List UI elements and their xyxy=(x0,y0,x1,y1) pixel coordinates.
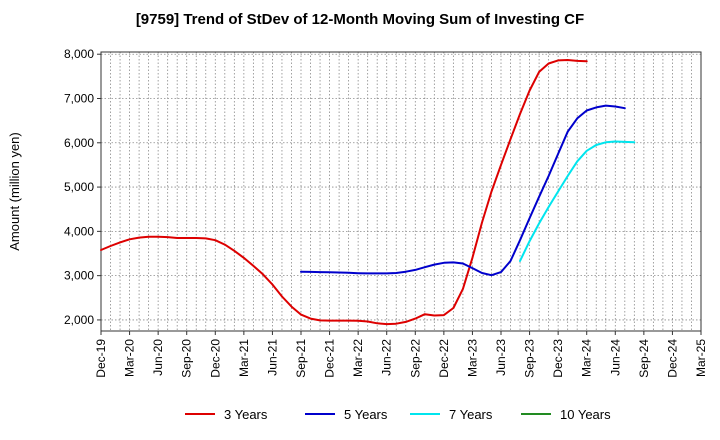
series-line-7-years xyxy=(519,140,636,262)
x-tick-label: Mar-23 xyxy=(465,339,479,377)
y-tick-label: 7,000 xyxy=(64,92,94,106)
series-lines xyxy=(100,59,636,326)
x-tick-label: Sep-20 xyxy=(180,339,194,378)
plot-frame xyxy=(100,51,702,332)
x-tick-label: Mar-24 xyxy=(580,339,594,377)
x-tick-label: Sep-22 xyxy=(408,339,422,378)
y-tick-label: 4,000 xyxy=(64,224,94,238)
x-tick-label: Sep-23 xyxy=(523,339,537,378)
x-tick-label: Sep-24 xyxy=(637,339,651,378)
y-axis-label: Amount (million yen) xyxy=(7,132,22,251)
legend-label: 7 Years xyxy=(449,407,493,422)
x-tick-label: Jun-24 xyxy=(608,339,622,376)
grid xyxy=(101,52,701,331)
x-tick-label: Sep-21 xyxy=(294,339,308,378)
series-line-3-years xyxy=(100,59,588,326)
x-tick-label: Mar-25 xyxy=(694,339,708,377)
x-tick-label: Dec-23 xyxy=(551,339,565,378)
legend: 3 Years 5 Years 7 Years 10 Years xyxy=(185,407,611,422)
x-axis-ticks: Dec-19 Mar-20 Jun-20 Sep-20 Dec-20 Mar-21 Jun-… xyxy=(94,331,708,378)
x-tick-label: Jun-20 xyxy=(151,339,165,376)
y-tick-label: 5,000 xyxy=(64,180,94,194)
x-tick-label: Dec-19 xyxy=(94,339,108,378)
x-tick-label: Dec-20 xyxy=(208,339,222,378)
x-tick-label: Jun-23 xyxy=(494,339,508,376)
legend-label: 10 Years xyxy=(560,407,611,422)
x-tick-label: Mar-20 xyxy=(123,339,137,377)
y-tick-label: 2,000 xyxy=(64,313,94,327)
x-tick-label: Jun-21 xyxy=(265,339,279,376)
y-tick-label: 8,000 xyxy=(64,47,94,61)
y-tick-label: 6,000 xyxy=(64,136,94,150)
x-tick-label: Jun-22 xyxy=(380,339,394,376)
series-line-5-years xyxy=(300,104,626,277)
chart-title: [9759] Trend of StDev of 12-Month Moving… xyxy=(136,11,584,28)
y-axis-ticks: 2,000 3,000 4,000 5,000 6,000 7,000 8,000 xyxy=(64,47,101,327)
x-tick-label: Dec-21 xyxy=(323,339,337,378)
x-tick-label: Dec-24 xyxy=(665,339,679,378)
x-tick-label: Mar-22 xyxy=(351,339,365,377)
legend-label: 3 Years xyxy=(224,407,268,422)
y-tick-label: 3,000 xyxy=(64,269,94,283)
x-tick-label: Dec-22 xyxy=(437,339,451,378)
legend-label: 5 Years xyxy=(344,407,388,422)
x-tick-label: Mar-21 xyxy=(237,339,251,377)
